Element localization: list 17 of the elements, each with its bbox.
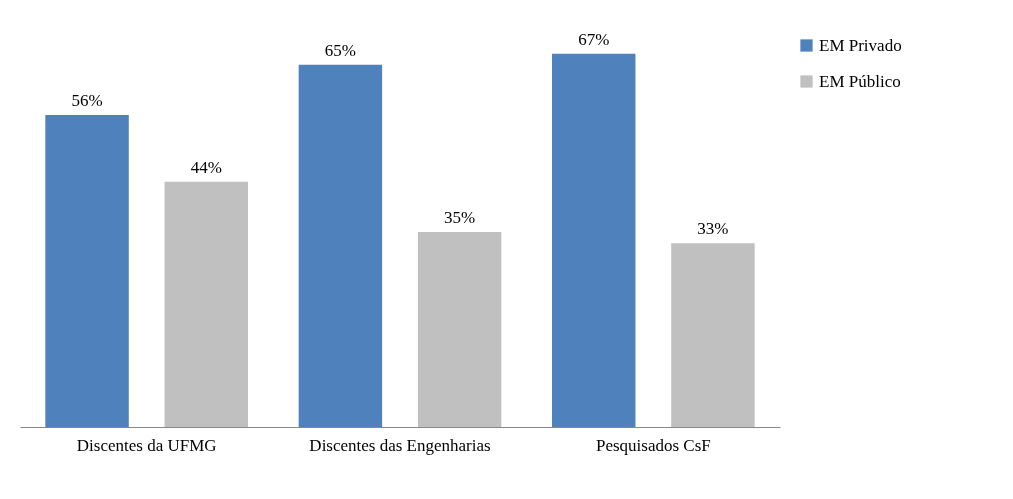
data-label: 56%: [71, 91, 103, 110]
bar: [417, 232, 502, 427]
x-tick-label: Pesquisados CsF: [595, 435, 711, 455]
bar: [671, 243, 755, 427]
bar: [552, 53, 636, 427]
data-label: 44%: [190, 157, 222, 177]
data-label: 65%: [324, 40, 356, 60]
legend-label: EM Privado: [819, 35, 902, 55]
bar: [298, 64, 383, 427]
data-label: 67%: [578, 29, 610, 49]
x-tick-label: Discentes da UFMG: [76, 435, 217, 455]
bar: [164, 181, 248, 427]
x-tick-label: Discentes das Engenharias: [309, 435, 491, 455]
data-label: 33%: [697, 219, 729, 239]
bar: [45, 115, 129, 427]
legend-label: EM Público: [819, 71, 901, 91]
data-label: 35%: [444, 208, 476, 227]
